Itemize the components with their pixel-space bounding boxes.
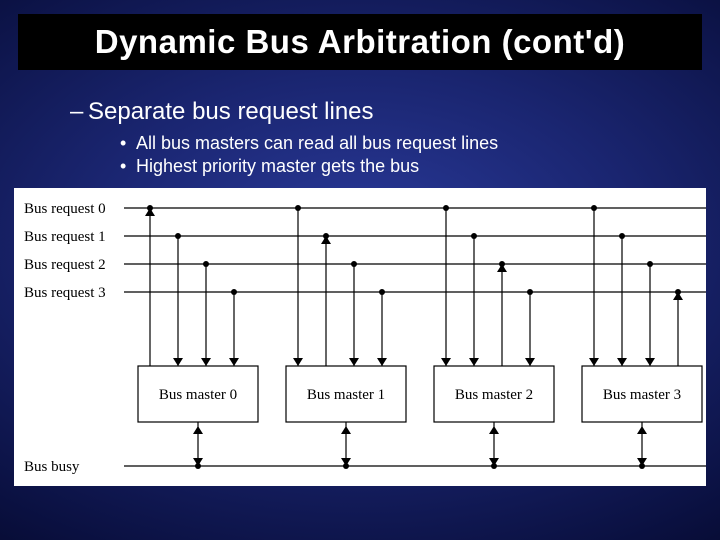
slide-title: Dynamic Bus Arbitration (cont'd) <box>95 23 625 61</box>
bullet-icon: • <box>120 132 136 155</box>
bullet-item: •Highest priority master gets the bus <box>120 155 498 178</box>
svg-text:Bus master 1: Bus master 1 <box>307 387 385 403</box>
bullet-list: •All bus masters can read all bus reques… <box>120 132 498 179</box>
svg-text:Bus busy: Bus busy <box>24 459 80 475</box>
svg-text:Bus master 0: Bus master 0 <box>159 387 237 403</box>
svg-text:Bus request 3: Bus request 3 <box>24 285 106 301</box>
svg-text:Bus request 0: Bus request 0 <box>24 201 106 217</box>
bullet-text: All bus masters can read all bus request… <box>136 133 498 153</box>
sub-heading-text: Separate bus request lines <box>88 98 374 125</box>
diagram-svg: Bus request 0 Bus request 1 Bus request 2 B… <box>14 188 706 486</box>
bullet-icon: • <box>120 155 136 178</box>
svg-text:Bus request 1: Bus request 1 <box>24 229 106 245</box>
slide: Dynamic Bus Arbitration (cont'd) –Separa… <box>0 0 720 540</box>
bullet-item: •All bus masters can read all bus reques… <box>120 132 498 155</box>
title-bar: Dynamic Bus Arbitration (cont'd) <box>18 14 702 70</box>
dash-icon: – <box>70 98 88 126</box>
bus-arbitration-diagram: Bus request 0 Bus request 1 Bus request 2 B… <box>14 188 706 486</box>
svg-text:Bus master 2: Bus master 2 <box>455 387 533 403</box>
bullet-text: Highest priority master gets the bus <box>136 156 419 176</box>
svg-text:Bus request 2: Bus request 2 <box>24 257 106 273</box>
sub-heading: –Separate bus request lines <box>70 98 374 126</box>
svg-text:Bus master 3: Bus master 3 <box>603 387 681 403</box>
